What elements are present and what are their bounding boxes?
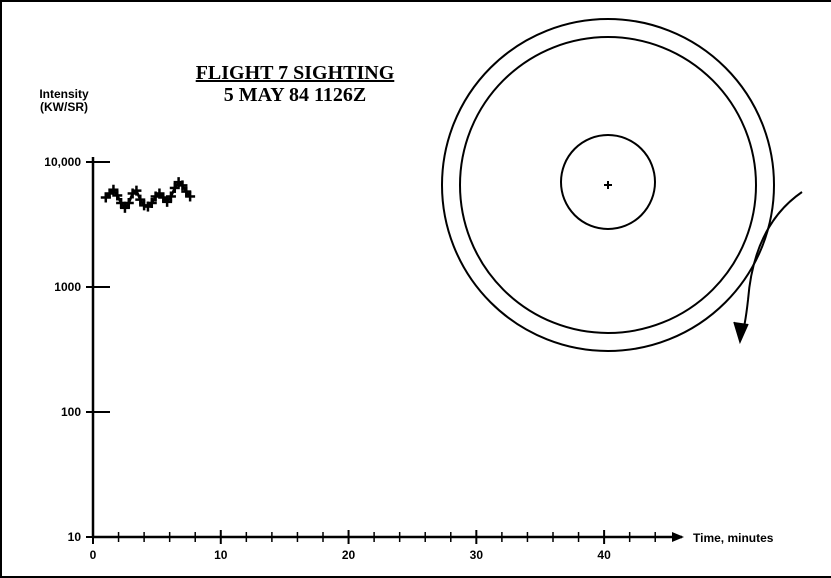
x-axis-label: Time, minutes: [693, 531, 774, 545]
x-tick-label: 0: [90, 548, 97, 562]
chart-title-line-2: 5 MAY 84 1126Z: [223, 84, 367, 106]
x-tick-label: 40: [597, 548, 611, 562]
object-track-arrowhead: [733, 321, 749, 345]
data-point: [165, 191, 176, 202]
reticle-diagram: [441, 18, 803, 352]
data-point: [108, 184, 119, 195]
data-point: [131, 185, 142, 196]
reticle-outer-ring: [441, 18, 775, 352]
reticle-inner-ring: [459, 36, 757, 334]
data-point: [169, 182, 180, 193]
y-tick-label: 10,000: [44, 155, 81, 169]
data-point: [162, 196, 173, 207]
data-point: [146, 197, 157, 208]
x-tick-label: 10: [214, 548, 228, 562]
data-point: [185, 191, 196, 202]
y-tick-label: 10: [68, 530, 82, 544]
x-axis-arrowhead: [672, 532, 684, 542]
x-tick-label: 30: [470, 548, 484, 562]
y-tick-label: 1000: [54, 280, 81, 294]
data-point: [112, 190, 123, 201]
y-tick-label: 100: [61, 405, 81, 419]
y-axis-label-line-2: (KW/SR): [40, 100, 88, 114]
axes: Time, minutes 10 100 1000 10,000 0 10 20 30 40: [44, 155, 773, 562]
chart-title-line-1: FLIGHT 7 SIGHTING: [195, 62, 395, 84]
reticle-center-circle: [560, 134, 656, 230]
series-layer: [100, 177, 196, 213]
x-tick-label: 20: [342, 548, 356, 562]
data-point: [135, 194, 146, 205]
data-point: [123, 197, 134, 208]
data-point: [177, 180, 188, 191]
y-axis-label-line-1: Intensity: [39, 87, 89, 101]
